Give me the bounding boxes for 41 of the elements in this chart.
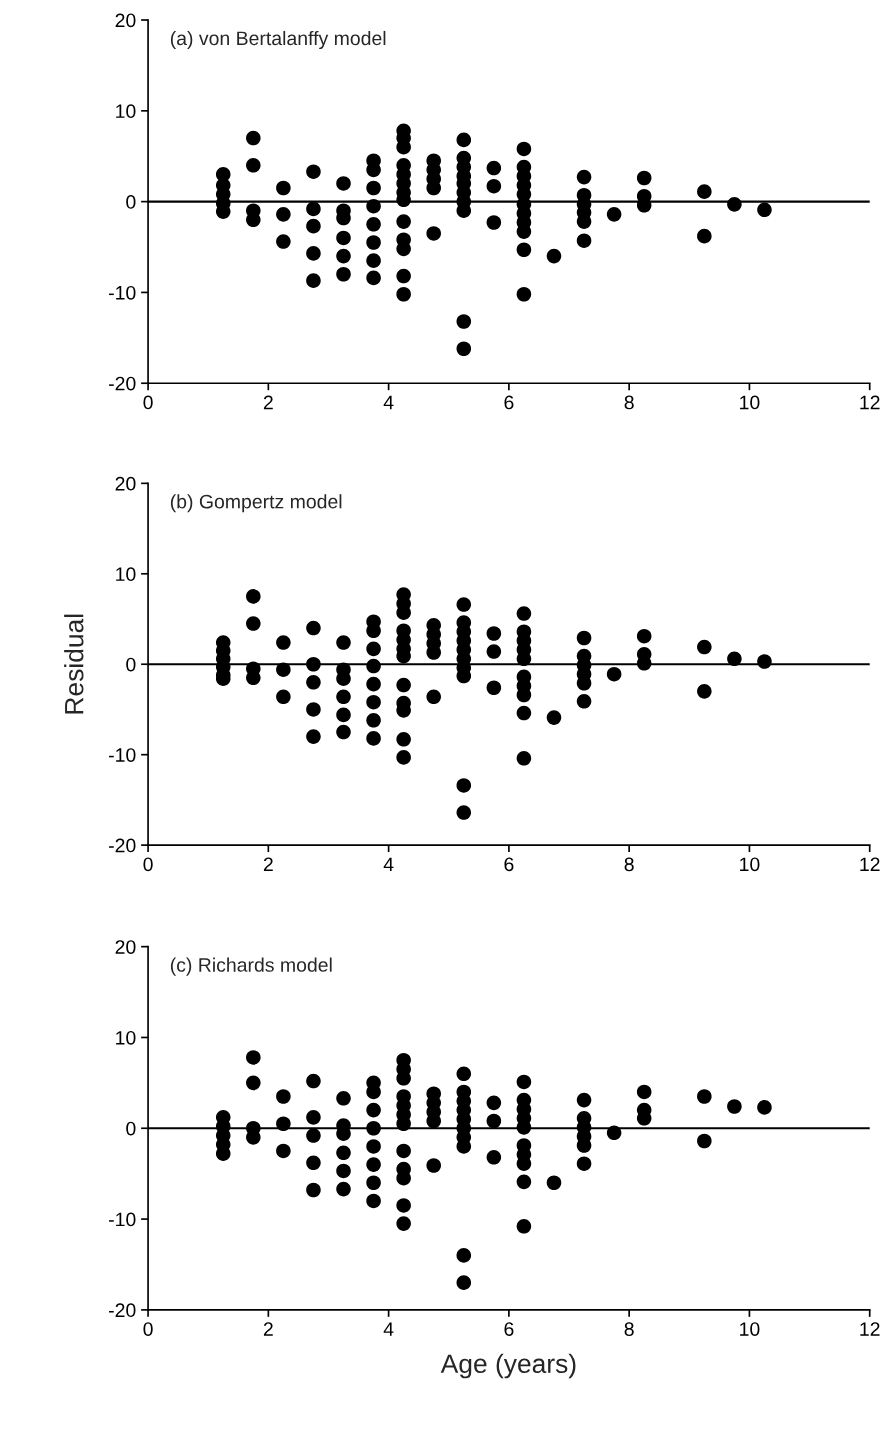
text: (a) von Bertalanffy model [170, 30, 386, 50]
text: (c) Richards model [170, 957, 332, 976]
y-tick-label: -20 [109, 1303, 136, 1318]
y-tick-label: 20 [115, 476, 136, 491]
y-tick-label: -20 [109, 838, 136, 853]
x-tick-label: 2 [263, 1322, 273, 1336]
x-tick-label: 6 [504, 395, 514, 410]
y-tick-label: 0 [126, 657, 136, 672]
y-tick-label: -20 [109, 376, 136, 391]
y-tick-label: 10 [116, 567, 136, 582]
y-tick-label: 10 [116, 104, 136, 119]
x-tick-label: 6 [504, 1322, 514, 1336]
x-tick-label: 8 [624, 857, 634, 872]
x-tick-label: 0 [143, 1322, 153, 1336]
y-tick-label: -10 [109, 285, 136, 300]
x-tick-label: 12 [860, 1322, 880, 1336]
x-tick-label: 4 [383, 1322, 394, 1336]
x-tick-label: 8 [624, 1322, 634, 1336]
y-tick-label: 20 [115, 940, 136, 954]
x-tick-label: 12 [860, 395, 880, 410]
y-tick-label: -10 [109, 748, 136, 762]
x-tick-label: 0 [143, 395, 153, 410]
x-tick-label: 2 [263, 857, 273, 872]
text: (b) Gompertz model [170, 494, 342, 513]
x-tick-label: 2 [263, 395, 273, 410]
x-tick-label: 12 [860, 857, 880, 872]
y-tick-label: 0 [126, 195, 136, 209]
x-tick-label: 10 [740, 395, 760, 410]
x-axis-title: Age (years) [440, 1353, 576, 1379]
x-tick-label: 4 [383, 395, 394, 410]
y-tick-label: 20 [115, 13, 136, 28]
x-tick-label: 6 [504, 857, 514, 872]
y-axis-title: Residual [64, 614, 84, 714]
y-tick-label: -10 [109, 1212, 136, 1227]
x-tick-label: 4 [383, 857, 394, 872]
y-tick-label: 10 [116, 1030, 136, 1045]
x-tick-label: 10 [740, 857, 760, 872]
x-tick-label: 0 [143, 857, 153, 872]
y-tick-label: 0 [126, 1121, 136, 1136]
x-tick-label: 10 [740, 1322, 760, 1336]
x-tick-label: 8 [624, 395, 634, 410]
